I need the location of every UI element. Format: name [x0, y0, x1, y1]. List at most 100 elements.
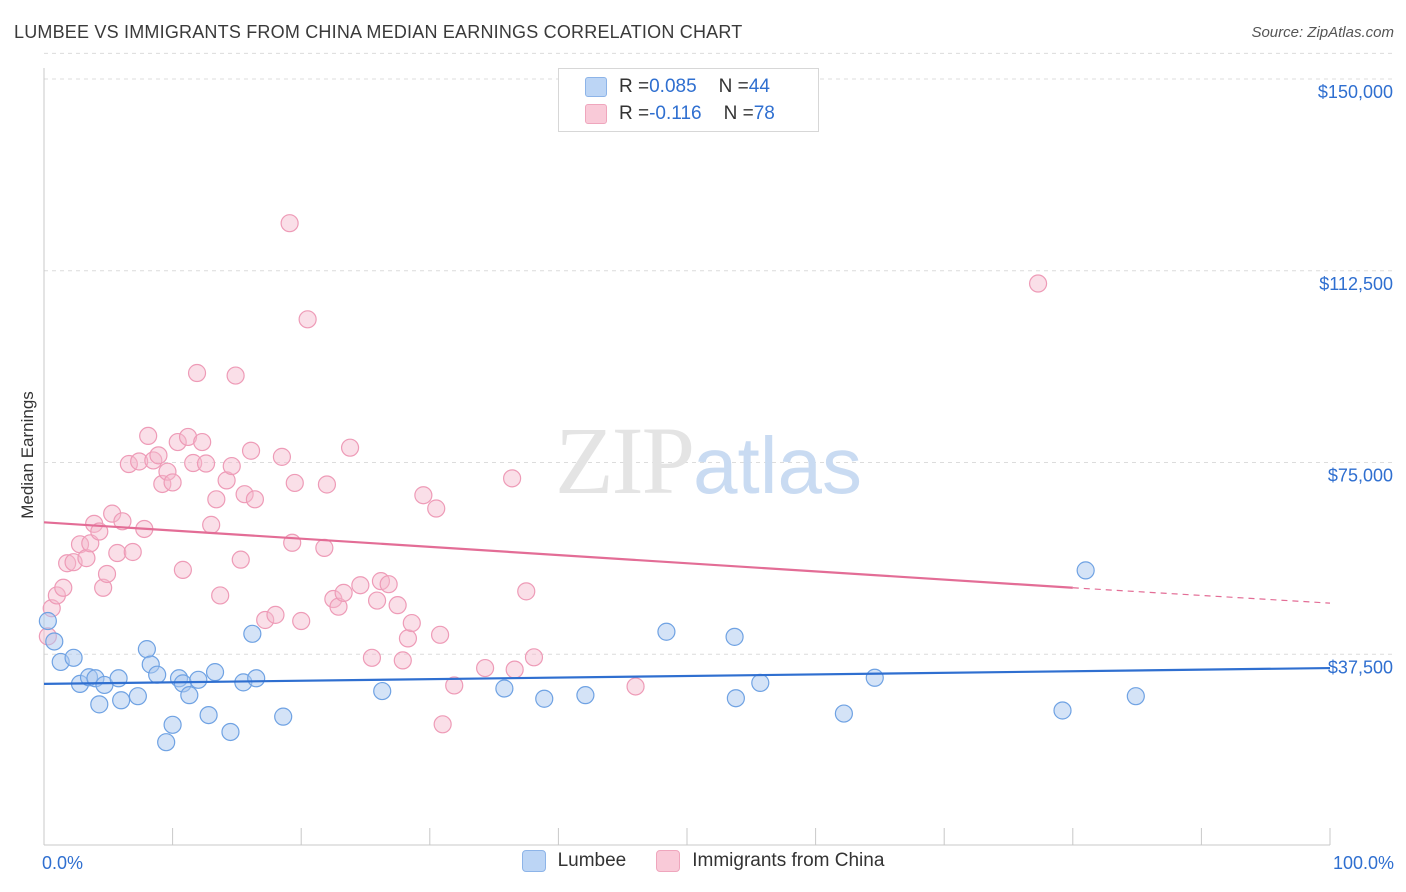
series-legend: Lumbee Immigrants from China	[0, 850, 1406, 872]
china-point	[445, 676, 464, 695]
china-swatch	[656, 850, 681, 872]
series-lumbee	[38, 561, 1145, 752]
china-point	[149, 446, 168, 465]
china-point	[272, 447, 292, 466]
china-point	[1028, 274, 1048, 293]
china-point	[367, 591, 387, 610]
china-point	[351, 576, 370, 595]
y-axis-label: Median Earnings	[18, 391, 37, 519]
china-point	[414, 486, 433, 505]
trend-lines	[43, 521, 1331, 686]
china-point	[298, 310, 317, 329]
china-point	[97, 564, 117, 584]
china-point	[130, 452, 149, 471]
n-label: N =	[718, 76, 749, 97]
watermark: ZIPatlas	[555, 407, 862, 514]
lumbee-point	[834, 704, 853, 723]
series-immigrants-from-china	[38, 214, 1048, 734]
lumbee-point	[243, 624, 262, 643]
china-point	[196, 454, 216, 473]
china-point	[168, 432, 187, 452]
china-point	[280, 214, 299, 233]
china-point	[398, 629, 418, 648]
lumbee-point	[157, 733, 176, 752]
china-point	[475, 658, 495, 678]
lumbee-point	[199, 705, 218, 725]
china-point	[329, 597, 348, 616]
y-tick-label: $37,500	[1328, 657, 1393, 677]
lumbee-point	[751, 673, 770, 692]
china-point	[266, 605, 285, 624]
lumbee-point	[1076, 561, 1095, 580]
lumbee-point	[90, 695, 109, 714]
china-point	[58, 554, 77, 573]
china-point	[626, 677, 645, 696]
lumbee-point	[205, 663, 225, 682]
lumbee-point	[38, 611, 57, 631]
china-point	[256, 610, 275, 630]
legend-row-lumbee: R = 0.085 N = 44	[585, 75, 770, 99]
china-point	[241, 441, 261, 460]
china-point	[207, 490, 226, 509]
lumbee-swatch	[521, 850, 546, 872]
axes	[43, 68, 1331, 846]
china-point	[427, 499, 446, 518]
lumbee-point	[148, 665, 167, 684]
china-point	[340, 438, 360, 457]
lumbee-point	[221, 722, 240, 742]
china-point	[393, 651, 412, 670]
lumbee-point	[535, 689, 554, 708]
china-point	[231, 550, 250, 569]
lumbee-point	[189, 670, 208, 689]
china-point	[315, 538, 334, 557]
china-point	[187, 363, 207, 383]
chart-title: LUMBEE VS IMMIGRANTS FROM CHINA MEDIAN E…	[14, 22, 743, 42]
r-label: R =	[619, 76, 650, 97]
china-point	[90, 522, 109, 541]
china-point	[245, 490, 265, 509]
lumbee-point	[726, 689, 745, 708]
china-point	[433, 715, 452, 734]
china-point	[123, 542, 142, 562]
china-point	[139, 426, 158, 446]
lumbee-point	[495, 679, 514, 698]
china-point	[94, 578, 113, 597]
lumbee-point	[576, 686, 595, 705]
lumbee-point	[725, 627, 744, 646]
china-point	[524, 648, 544, 667]
china-point	[430, 625, 450, 644]
china-point	[158, 462, 177, 481]
china-point	[226, 366, 245, 385]
y-tick-label: $112,500	[1319, 274, 1393, 294]
x-tick-label-min: 0.0%	[42, 853, 84, 873]
n-value: 44	[748, 76, 770, 97]
lumbee-swatch	[585, 77, 607, 97]
china-point	[108, 543, 127, 563]
lumbee-point	[274, 707, 293, 726]
lumbee-point	[657, 622, 676, 641]
correlation-legend: R = 0.085 N = 44 R = -0.116 N = 78	[558, 68, 819, 132]
lumbee-point	[137, 640, 156, 659]
china-point	[193, 432, 212, 452]
r-value: -0.116	[649, 103, 702, 124]
china-trend-extension	[1072, 587, 1331, 604]
china-point	[285, 473, 304, 493]
china-point	[235, 485, 254, 504]
lumbee-trend-line	[43, 666, 1331, 686]
r-value: 0.085	[649, 76, 697, 97]
lumbee-point	[1053, 701, 1072, 720]
lumbee-point	[247, 669, 266, 688]
china-point	[202, 515, 221, 534]
y-tick-labels: $37,500 $75,000 $112,500 $150,000	[1318, 82, 1393, 677]
china-swatch	[585, 104, 607, 124]
lumbee-point	[109, 669, 128, 688]
lumbee-point	[865, 668, 884, 687]
lumbee-point	[1126, 687, 1145, 706]
china-point	[503, 469, 522, 488]
china-point	[211, 586, 230, 605]
china-point	[113, 512, 132, 531]
n-value: 78	[753, 103, 775, 124]
legend-label-lumbee: Lumbee	[557, 850, 627, 871]
china-point	[505, 660, 524, 679]
